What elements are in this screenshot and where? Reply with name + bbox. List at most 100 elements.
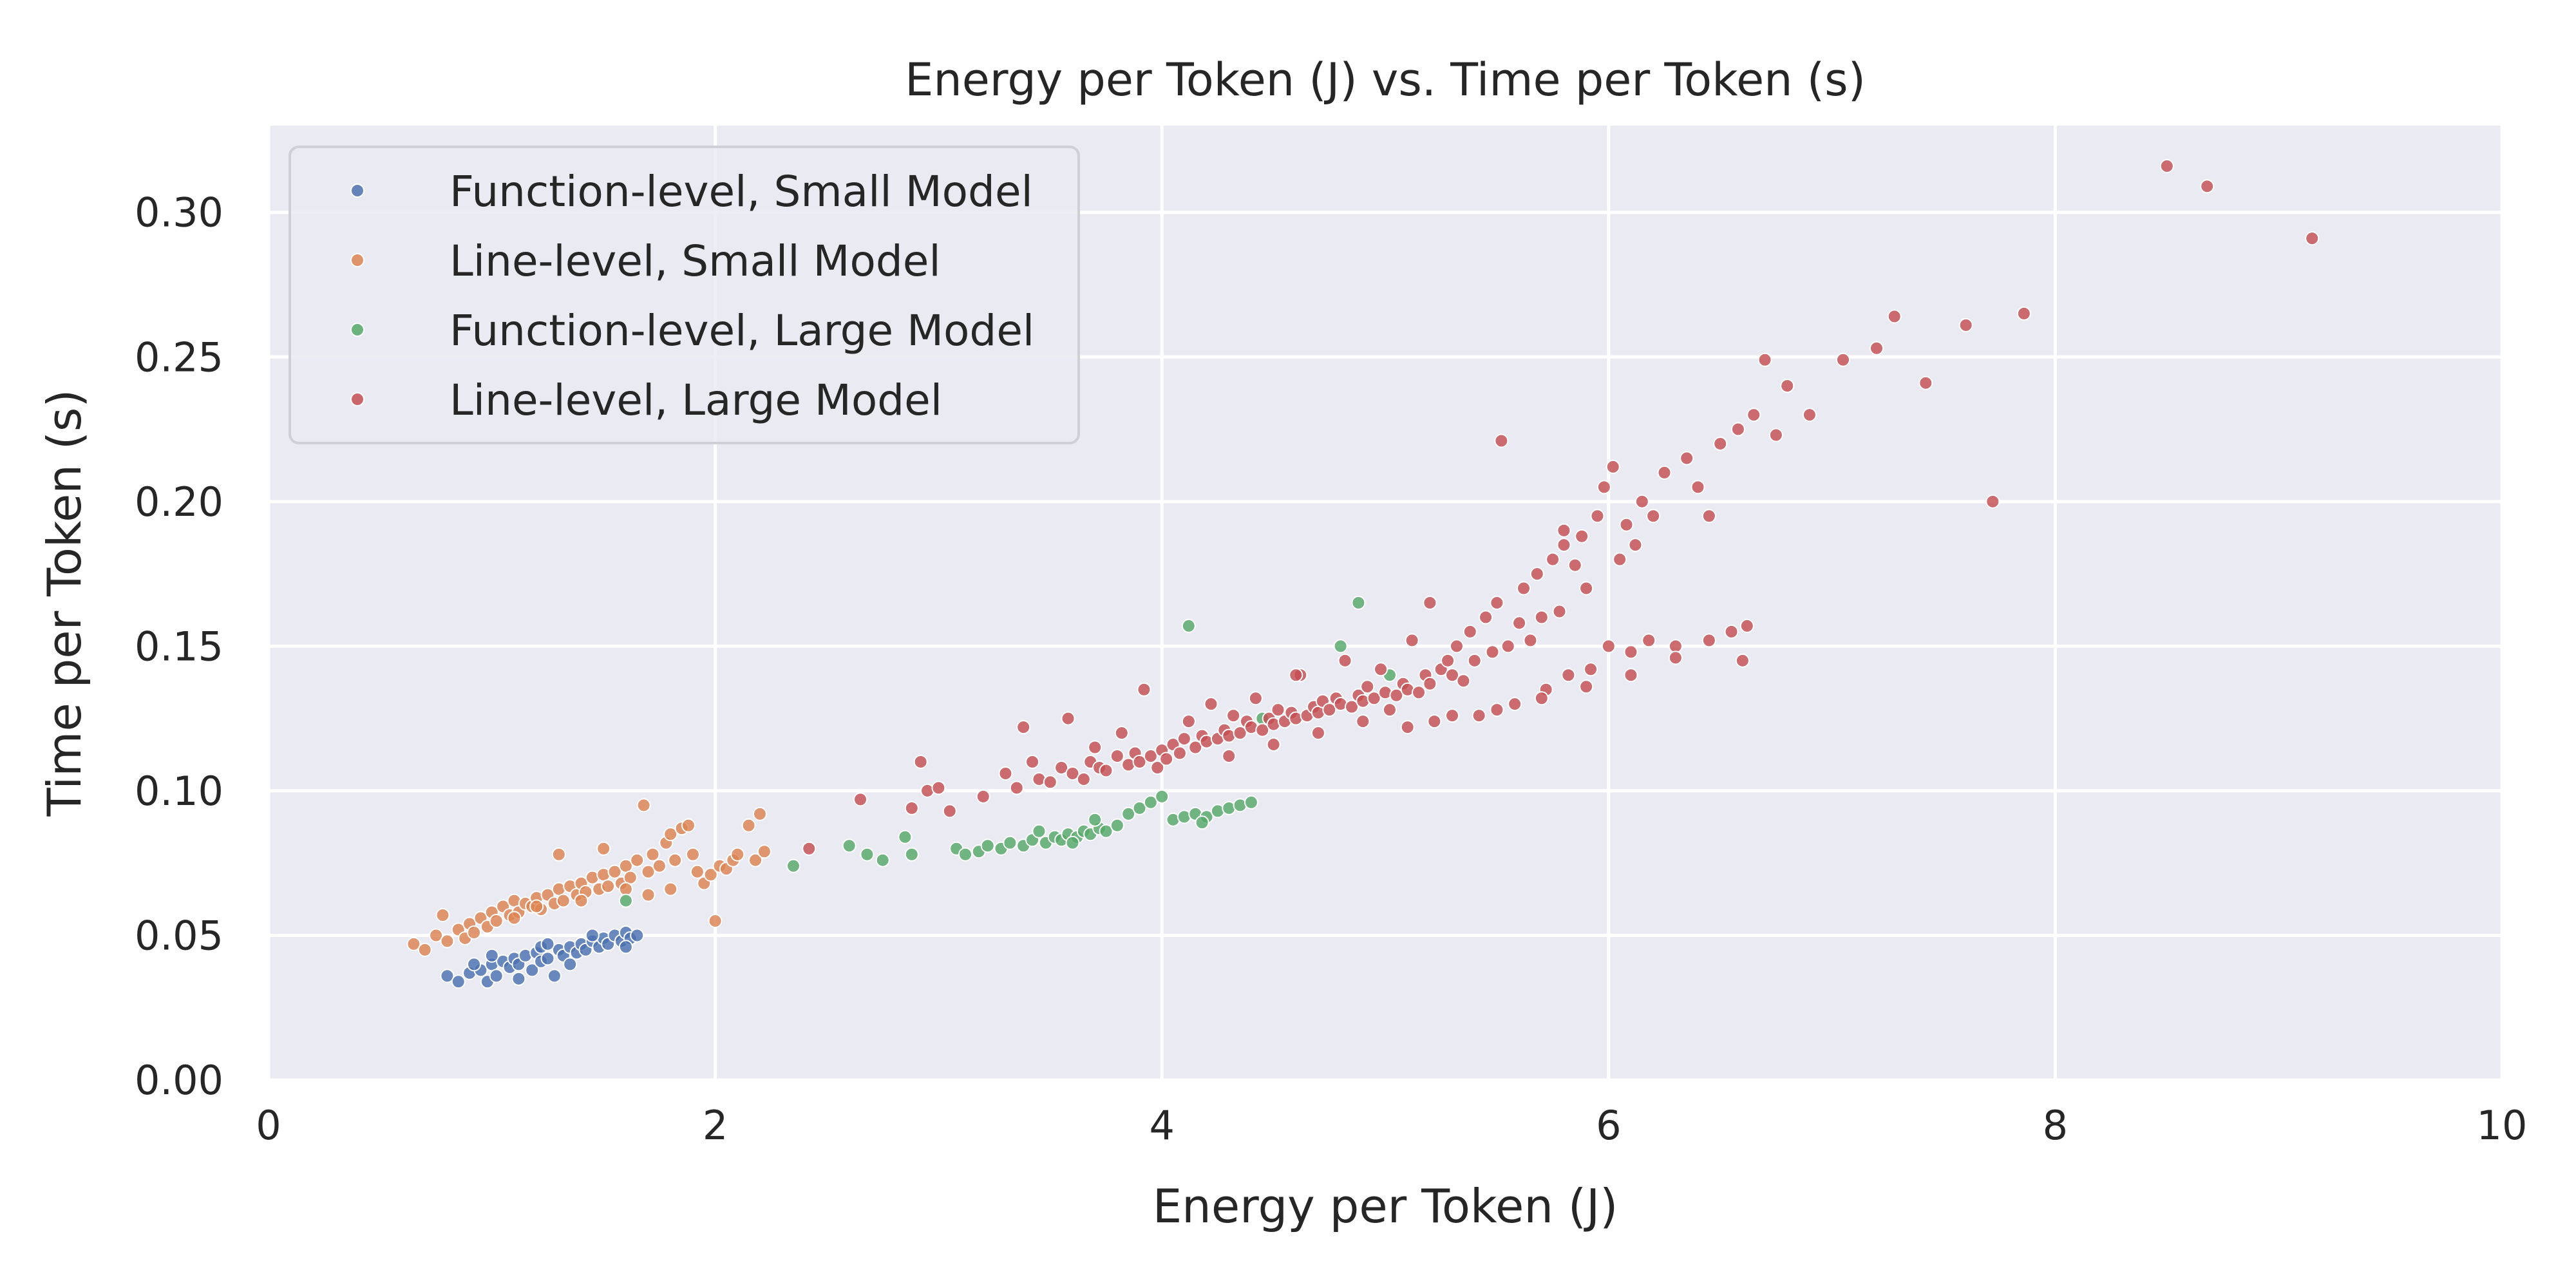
data-point xyxy=(663,827,678,842)
data-point xyxy=(429,928,444,943)
data-point xyxy=(563,957,578,972)
data-point xyxy=(1479,610,1493,625)
data-point xyxy=(1642,633,1656,648)
x-tick-label: 10 xyxy=(2477,1102,2528,1149)
data-point xyxy=(507,911,522,925)
data-point xyxy=(1427,714,1442,729)
data-point xyxy=(1248,691,1263,706)
data-point xyxy=(1619,517,1634,532)
data-point xyxy=(1188,740,1203,755)
data-point xyxy=(1605,459,1620,474)
data-point xyxy=(2305,231,2320,246)
data-point xyxy=(1701,509,1716,524)
data-point xyxy=(998,766,1013,781)
data-point xyxy=(645,847,660,862)
data-point xyxy=(752,806,767,821)
data-point xyxy=(853,792,868,807)
y-tick-label: 0.05 xyxy=(135,912,223,959)
data-point xyxy=(641,864,656,879)
chart-title: Energy per Token (J) vs. Time per Token … xyxy=(905,53,1866,106)
data-point xyxy=(976,789,990,804)
data-point xyxy=(630,853,645,867)
data-point xyxy=(1289,668,1303,683)
data-point xyxy=(1356,714,1370,729)
data-point xyxy=(1389,688,1404,703)
data-point xyxy=(708,914,723,928)
data-point xyxy=(1110,749,1124,764)
data-point xyxy=(1624,645,1638,659)
data-point xyxy=(741,818,756,833)
data-point xyxy=(898,829,913,844)
data-point xyxy=(1088,740,1103,755)
data-point xyxy=(1590,509,1605,524)
data-point xyxy=(585,928,600,943)
data-point xyxy=(1456,674,1471,688)
legend: Function-level, Small Model Line-level, S… xyxy=(289,146,1080,444)
data-point xyxy=(1730,422,1745,437)
series-4 xyxy=(802,158,2320,856)
data-point xyxy=(1195,815,1209,830)
data-point xyxy=(913,755,928,769)
data-point xyxy=(1690,480,1705,495)
data-point xyxy=(1233,726,1247,741)
y-tick-label: 0.15 xyxy=(135,623,223,670)
data-point xyxy=(1701,633,1716,648)
data-point xyxy=(1367,691,1381,706)
data-point xyxy=(1739,618,1754,633)
data-point xyxy=(1757,352,1772,367)
data-point xyxy=(668,853,683,867)
data-point xyxy=(958,847,973,862)
data-point xyxy=(1780,379,1795,393)
data-point xyxy=(1311,726,1325,741)
data-point xyxy=(1423,596,1437,610)
data-point xyxy=(1322,703,1337,717)
data-point xyxy=(904,847,919,862)
data-point xyxy=(802,841,817,856)
data-point xyxy=(1114,726,1129,741)
data-point xyxy=(1032,824,1046,838)
data-point xyxy=(1512,616,1527,630)
data-point xyxy=(1985,494,2000,509)
data-point xyxy=(860,847,875,862)
data-point xyxy=(540,936,555,951)
data-point xyxy=(1159,752,1174,766)
data-point xyxy=(2159,158,2174,173)
data-point xyxy=(1009,781,1024,795)
data-point xyxy=(1668,650,1683,665)
legend-item: Function-level, Small Model xyxy=(350,167,1033,216)
data-point xyxy=(435,908,450,923)
data-point xyxy=(467,925,482,940)
data-point xyxy=(1360,679,1375,694)
data-point xyxy=(1255,723,1270,737)
x-tick-label: 6 xyxy=(1596,1102,1621,1149)
data-point xyxy=(1271,703,1285,717)
data-point xyxy=(1025,755,1040,769)
data-point xyxy=(931,781,946,795)
legend-item: Function-level, Large Model xyxy=(350,306,1034,355)
data-point xyxy=(1747,408,1761,422)
data-point xyxy=(1490,596,1504,610)
y-tick-label: 0.30 xyxy=(135,189,223,236)
series-2 xyxy=(406,798,772,957)
data-point xyxy=(574,893,589,908)
data-point xyxy=(1043,775,1057,790)
legend-label: Line-level, Small Model xyxy=(450,236,941,286)
data-point xyxy=(1076,772,1091,786)
data-point xyxy=(607,864,622,879)
data-point xyxy=(525,963,540,978)
data-point xyxy=(1680,451,1694,466)
legend-marker xyxy=(350,323,365,337)
y-axis-ticks: 0.00 0.05 0.10 0.15 0.20 0.25 0.30 xyxy=(135,189,223,1104)
data-point xyxy=(1266,737,1281,752)
y-tick-label: 0.20 xyxy=(135,478,223,526)
y-tick-label: 0.00 xyxy=(135,1057,223,1104)
data-point xyxy=(942,804,957,819)
data-point xyxy=(1400,720,1415,735)
data-point xyxy=(1575,529,1589,544)
data-point xyxy=(1557,523,1571,538)
data-point xyxy=(1121,806,1136,821)
data-point xyxy=(1338,653,1352,668)
data-point xyxy=(1382,703,1397,717)
data-point xyxy=(547,969,562,983)
data-point xyxy=(451,974,466,989)
